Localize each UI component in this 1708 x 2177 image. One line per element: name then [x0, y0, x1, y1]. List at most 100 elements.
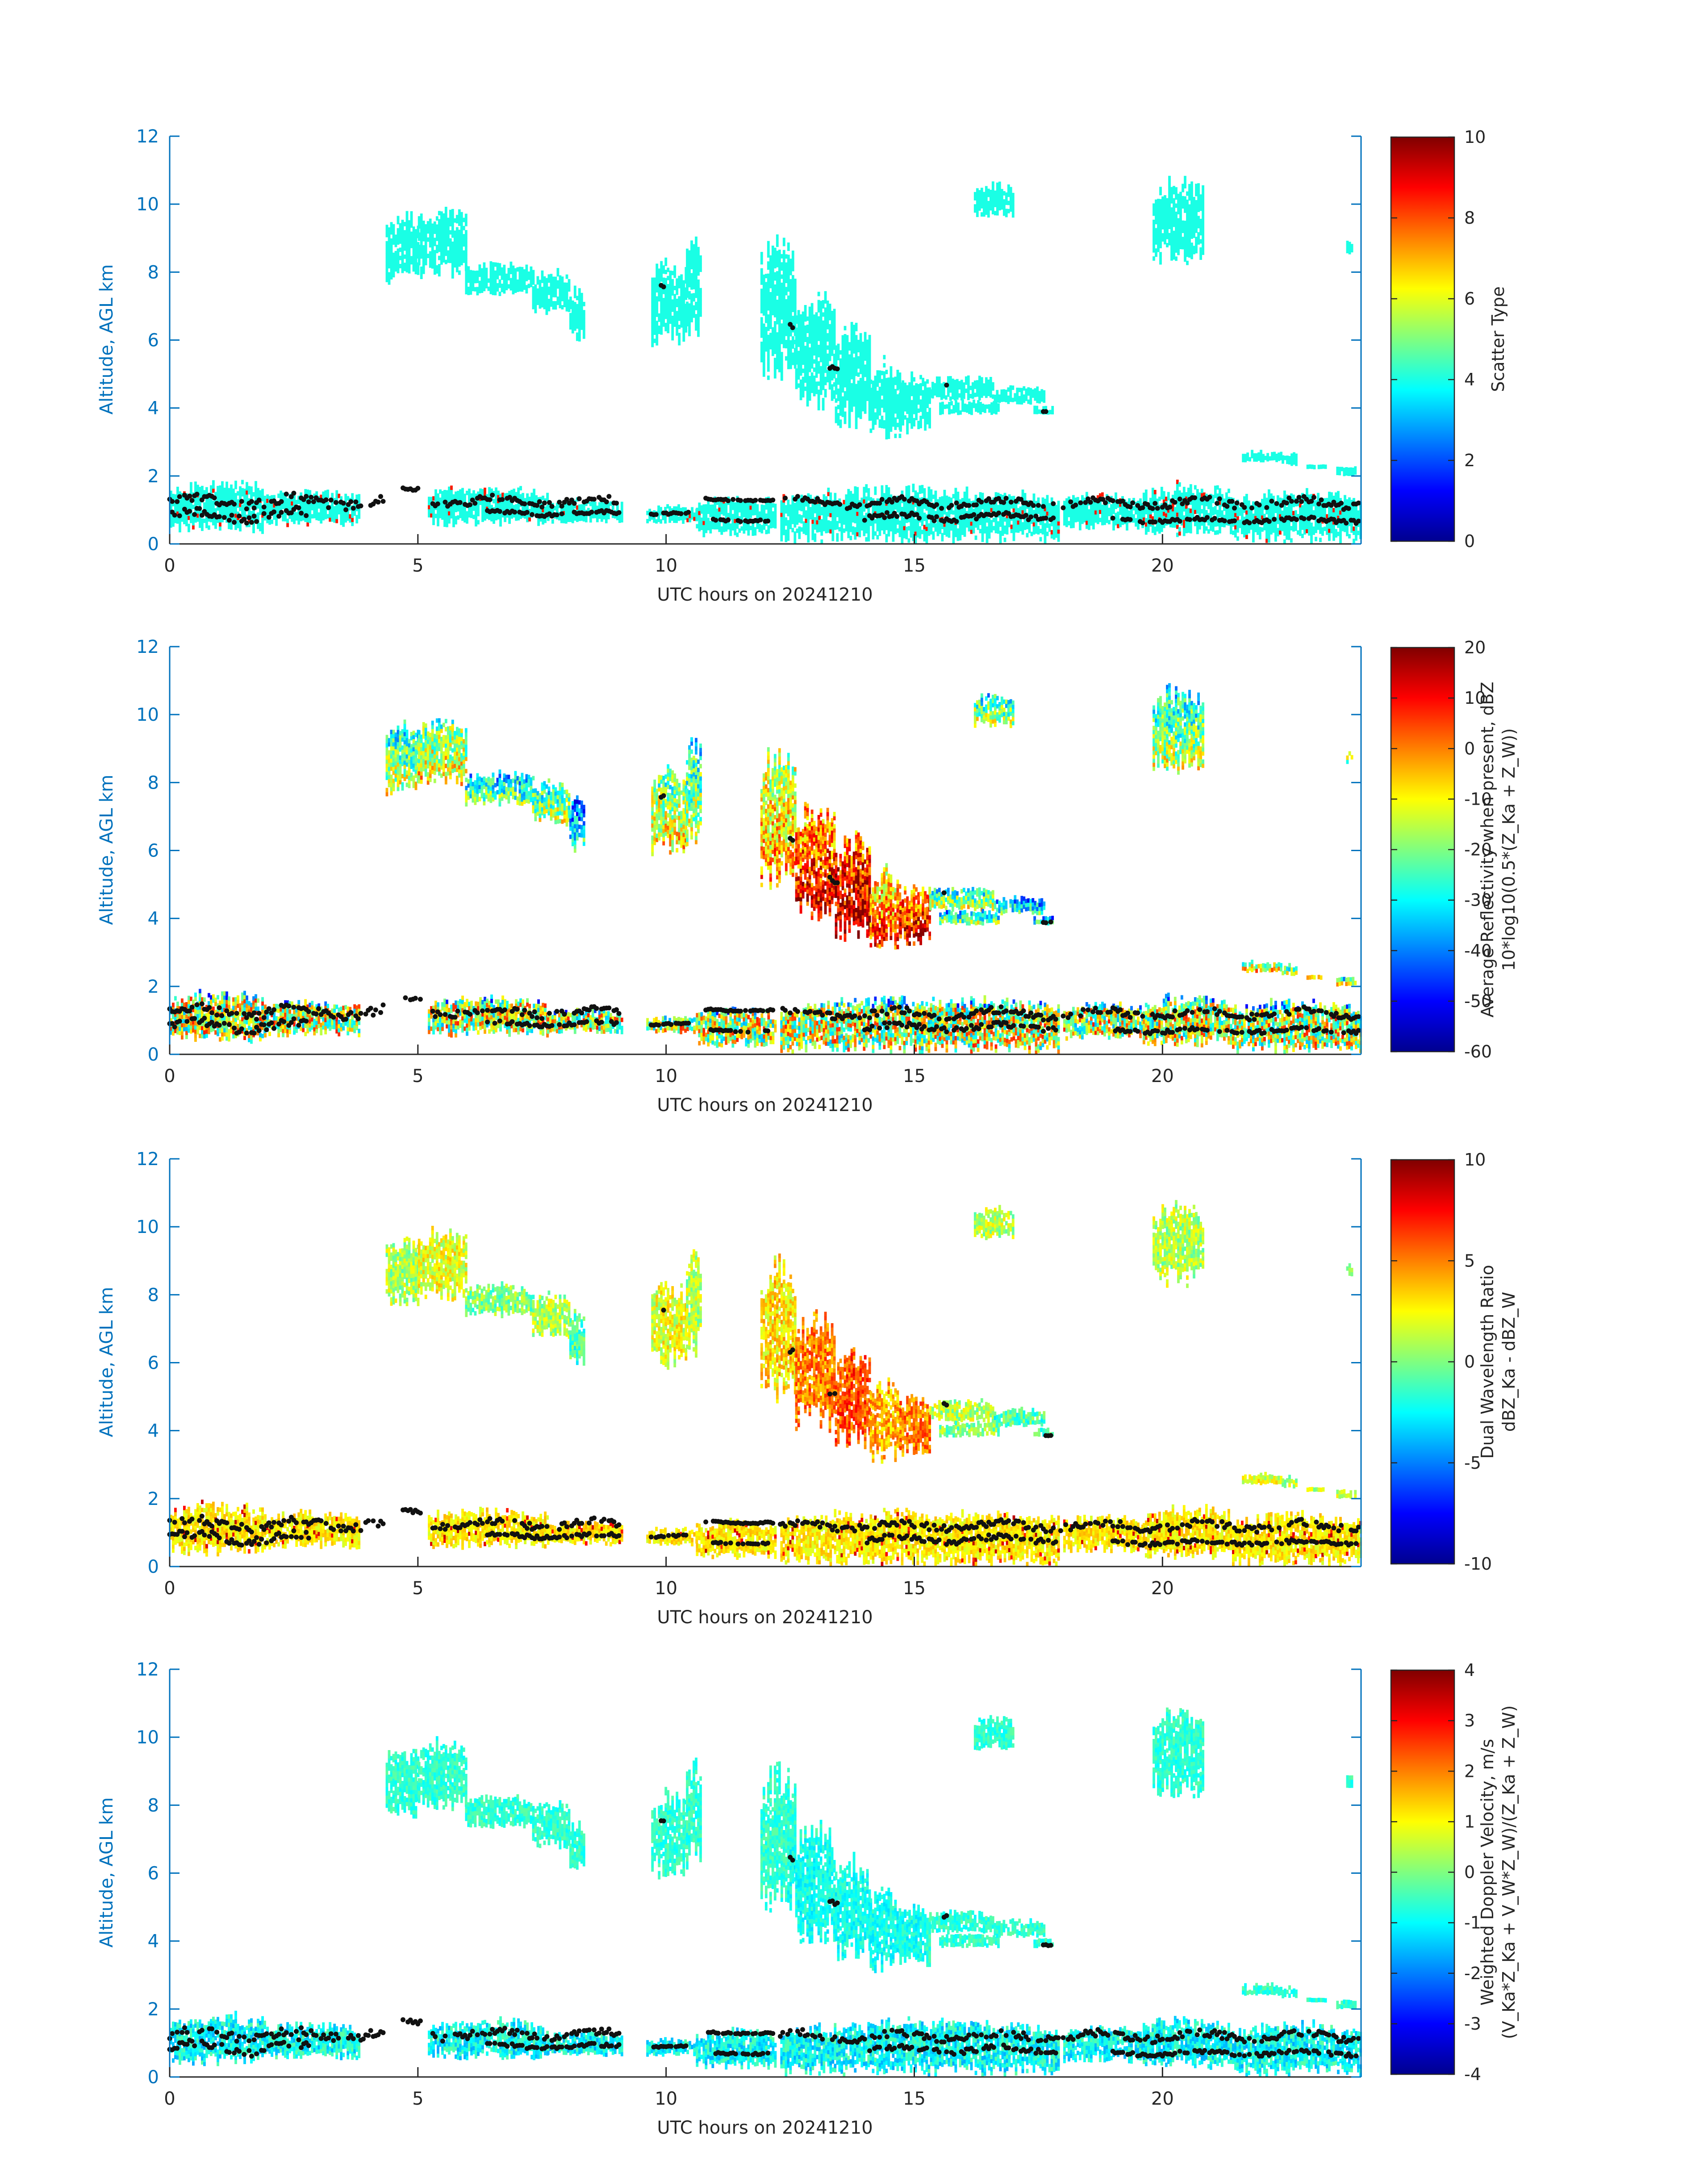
heatmap-cell — [781, 331, 783, 336]
heatmap-cell — [1031, 389, 1034, 394]
heatmap-cell — [1164, 232, 1166, 236]
heatmap-cell — [818, 353, 820, 357]
heatmap-cell — [802, 344, 805, 349]
heatmap-cell — [446, 494, 448, 499]
heatmap-cell — [425, 257, 427, 261]
heatmap-cell — [820, 350, 823, 354]
heatmap-cell — [448, 519, 451, 524]
heatmap-cell — [237, 491, 239, 496]
heatmap-cell — [881, 420, 884, 424]
heatmap-cell — [908, 382, 911, 387]
heatmap-cell — [767, 343, 770, 347]
heatmap-cell — [789, 348, 792, 353]
heatmap-cell — [349, 518, 351, 523]
heatmap-cell — [872, 389, 875, 393]
heatmap-cell — [406, 248, 409, 252]
heatmap-cell — [388, 276, 391, 281]
heatmap-cell — [765, 306, 768, 311]
heatmap-cell — [772, 258, 774, 262]
heatmap-cell — [837, 417, 840, 422]
heatmap-cell — [1177, 222, 1180, 227]
heatmap-cell — [1153, 240, 1155, 245]
heatmap-cell — [981, 192, 983, 196]
heatmap-cell — [252, 525, 255, 529]
heatmap-cell — [892, 377, 895, 382]
heatmap-cell — [517, 288, 519, 292]
heatmap-cell — [809, 384, 811, 389]
heatmap-cell — [864, 381, 867, 385]
heatmap-cell — [532, 297, 535, 301]
heatmap-cell — [1157, 219, 1160, 224]
heatmap-cell — [574, 310, 576, 314]
heatmap-cell — [990, 198, 992, 202]
heatmap-cell — [885, 427, 888, 431]
heatmap-cell — [806, 361, 809, 366]
heatmap-cell — [230, 485, 233, 489]
heatmap-cell — [1170, 224, 1173, 228]
heatmap-cell — [578, 325, 581, 330]
heatmap-cell — [792, 361, 794, 365]
heatmap-cell — [1155, 228, 1157, 233]
heatmap-cell — [399, 227, 402, 232]
heatmap-cell — [550, 298, 553, 303]
heatmap-cell — [926, 396, 929, 400]
heatmap-cell — [913, 397, 915, 402]
heatmap-cell — [1153, 244, 1155, 249]
heatmap-cell — [986, 405, 989, 409]
heatmap-cell — [410, 240, 413, 244]
heatmap-cell — [695, 261, 697, 266]
heatmap-cell — [908, 386, 911, 391]
heatmap-cell — [833, 313, 836, 318]
heatmap-cell — [1193, 209, 1195, 213]
heatmap-cell — [976, 384, 979, 389]
heatmap-cell — [769, 263, 772, 268]
heatmap-cell — [662, 322, 665, 327]
heatmap-cell — [869, 355, 871, 360]
heatmap-cell — [410, 219, 413, 224]
heatmap-cell — [1184, 233, 1186, 238]
heatmap-cell — [576, 312, 579, 317]
heatmap-cell — [851, 338, 853, 343]
heatmap-cell — [835, 419, 838, 423]
heatmap-cell — [344, 518, 347, 522]
heatmap-cell — [460, 216, 463, 221]
heatmap-cell — [769, 255, 772, 260]
heatmap-cell — [408, 232, 411, 237]
heatmap-cell — [774, 252, 777, 256]
heatmap-cell — [1005, 201, 1008, 205]
heatmap-cell — [1190, 226, 1193, 231]
heatmap-cell — [239, 486, 242, 491]
heatmap-cell — [697, 304, 700, 309]
heatmap-cell — [651, 294, 654, 298]
heatmap-cell — [179, 528, 181, 532]
heatmap-cell — [388, 227, 391, 232]
heatmap-cell — [783, 250, 785, 255]
heatmap-cell — [237, 503, 239, 508]
heatmap-cell — [804, 387, 807, 391]
heatmap-cell — [792, 255, 794, 259]
heatmap-cell — [774, 366, 777, 371]
heatmap-cell — [1257, 456, 1260, 461]
heatmap-cell — [846, 396, 849, 401]
heatmap-cell — [1011, 385, 1014, 390]
heatmap-cell — [388, 240, 391, 244]
heatmap-cell — [857, 397, 860, 401]
heatmap-cell — [765, 347, 768, 352]
heatmap-cell — [526, 285, 528, 289]
heatmap-cell — [434, 242, 436, 246]
heatmap-cell — [860, 353, 862, 358]
heatmap-cell — [188, 503, 190, 508]
heatmap-cell — [949, 380, 952, 384]
heatmap-cell — [776, 340, 779, 345]
heatmap-cell — [827, 378, 829, 382]
heatmap-cell — [950, 409, 953, 414]
heatmap-cell — [497, 267, 499, 271]
heatmap-cell — [331, 518, 334, 522]
heatmap-cell — [890, 395, 893, 399]
heatmap-cell — [842, 380, 844, 384]
heatmap-cell — [326, 514, 329, 518]
heatmap-cell — [676, 311, 678, 315]
heatmap-cell — [1049, 410, 1052, 414]
heatmap-cell — [824, 348, 827, 353]
heatmap-cell — [888, 435, 890, 439]
